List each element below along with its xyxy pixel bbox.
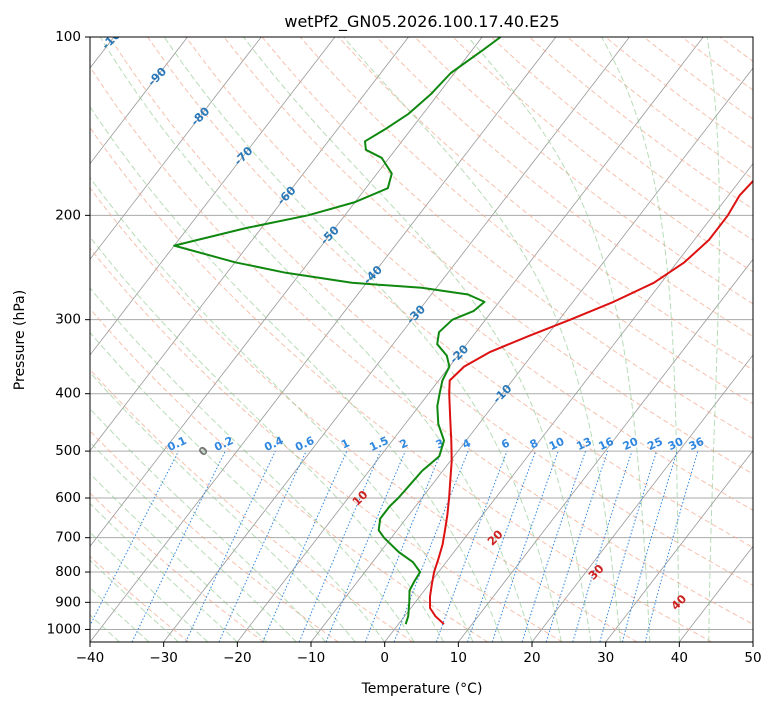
chart-title: wetPf2_GN05.2026.100.17.40.E25 — [284, 12, 559, 32]
y-tick-label: 300 — [55, 312, 81, 328]
dry-adiabat-line — [90, 368, 414, 642]
y-tick-label: 900 — [55, 594, 81, 610]
moist-adiabat-line — [90, 331, 386, 642]
mixing-ratio-line — [545, 450, 609, 642]
mixing-ratio-label: 10 — [547, 435, 567, 453]
dry-adiabat-line — [90, 187, 638, 642]
mixing-ratio-label: 30 — [666, 435, 686, 453]
dry-adiabat-line — [376, 37, 753, 338]
moist-adiabat-line — [90, 176, 474, 642]
x-tick-label: 30 — [597, 650, 614, 666]
mixing-ratio-line — [393, 450, 469, 642]
y-tick-label: 400 — [55, 386, 81, 402]
dry-adiabat-line — [299, 37, 753, 405]
moist-adiabat-line — [90, 287, 415, 642]
isotherm-line — [90, 37, 262, 260]
plot-frame — [89, 36, 754, 643]
dry-adiabat-line — [90, 247, 563, 642]
mixing-ratio-line — [364, 450, 442, 642]
x-tick-label: −30 — [149, 650, 178, 666]
background-lines — [90, 37, 753, 642]
x-tick-label: 50 — [744, 650, 761, 666]
isotherm-line — [236, 37, 704, 642]
x-tick-label: −20 — [223, 650, 252, 666]
y-axis-label: Pressure (hPa) — [12, 290, 28, 390]
dry-adiabat-line — [90, 65, 753, 625]
mixing-ratio-label: 13 — [574, 435, 593, 453]
moist-adiabat-line — [99, 37, 533, 642]
moist-adiabat-line — [90, 105, 503, 642]
moist-adiabat-line — [90, 371, 356, 642]
mixing-ratio-label: 25 — [645, 435, 664, 453]
x-tick-label: 20 — [523, 650, 540, 666]
mixing-ratio-label: 20 — [621, 435, 641, 453]
y-tick-label: 200 — [55, 207, 81, 223]
dry-adiabat-line — [90, 307, 488, 642]
temperature-profile-line — [429, 179, 753, 625]
mixing-ratio-line — [90, 450, 179, 627]
isotherm-line — [384, 162, 753, 642]
sounding-profiles — [173, 37, 753, 625]
dry-adiabat-line — [109, 37, 753, 586]
y-axis-ticks: 100 200 300 400 500 600 700 800 900 1000 — [47, 29, 90, 637]
isotherm-line — [90, 37, 409, 452]
mixing-ratio-label: 36 — [687, 435, 707, 453]
moist-adiabat-line — [343, 37, 621, 642]
isotherm-line — [531, 354, 753, 642]
moist-adiabat-line — [601, 37, 680, 642]
x-axis-label: Temperature (°C) — [361, 681, 483, 697]
dry-adiabat-line — [147, 37, 753, 548]
moist-adiabat-line — [706, 37, 720, 642]
y-tick-label: 500 — [55, 443, 81, 459]
isotherm-line — [605, 450, 753, 642]
dry-adiabat-line — [261, 37, 753, 440]
moist-adiabat-line — [467, 37, 651, 642]
x-tick-label: 10 — [450, 650, 467, 666]
dry-adiabat-line — [90, 555, 190, 642]
y-tick-label: 700 — [55, 530, 81, 546]
mixing-ratio-line — [218, 450, 307, 642]
mixing-ratio-line — [521, 450, 587, 642]
x-tick-label: −10 — [297, 650, 326, 666]
isotherm-line — [90, 37, 483, 547]
moist-adiabat-line — [90, 236, 445, 642]
x-tick-label: −40 — [76, 650, 105, 666]
dry-adiabat-line — [90, 492, 264, 642]
mixing-ratio-line — [435, 450, 508, 642]
moist-adiabat-line — [90, 472, 268, 642]
dry-adiabat-line — [414, 37, 753, 305]
dry-adiabat-line — [185, 37, 753, 511]
mixing-ratio-line — [491, 450, 559, 642]
mixing-ratio-line — [644, 450, 699, 642]
isotherm-line — [90, 37, 188, 165]
x-tick-label: 40 — [671, 650, 688, 666]
x-tick-label: 0 — [380, 650, 389, 666]
y-tick-label: 100 — [55, 29, 81, 45]
y-tick-label: 800 — [55, 564, 81, 580]
mixing-ratio-line — [467, 450, 536, 642]
y-tick-label: 1000 — [47, 621, 81, 637]
isotherm-line — [90, 37, 336, 356]
mixing-ratio-line — [599, 450, 658, 642]
moist-adiabat-line — [90, 408, 327, 642]
moist-adiabat-line — [90, 441, 297, 642]
mixing-ratio-line — [262, 450, 348, 642]
x-axis-ticks: −40 −30 −20 −10 0 10 20 30 40 50 — [76, 642, 762, 666]
mixing-ratio-line — [572, 450, 633, 642]
y-tick-label: 600 — [55, 490, 81, 506]
isotherm-line — [90, 37, 557, 642]
mixing-ratio-line — [325, 450, 406, 642]
mixing-ratio-line — [621, 450, 678, 642]
moist-adiabat-line — [243, 37, 592, 642]
isotherm-line — [163, 37, 630, 642]
mixing-ratio-label: 16 — [597, 435, 617, 453]
mixing-ratio-line — [298, 450, 381, 642]
mixing-ratio-line — [185, 450, 276, 642]
dewpoint-profile-line — [173, 37, 502, 625]
